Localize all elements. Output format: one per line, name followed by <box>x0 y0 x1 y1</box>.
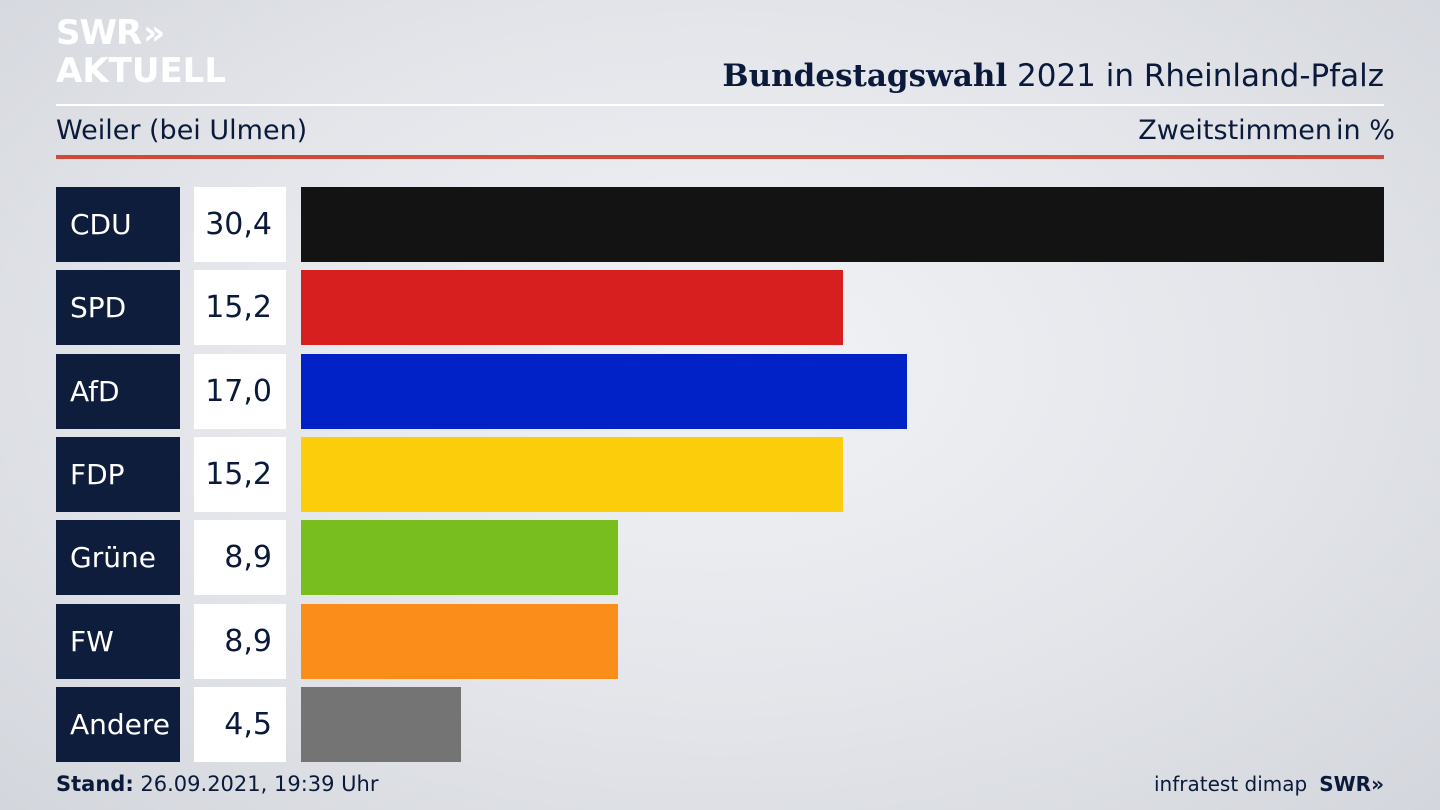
logo-chevron-icon: » <box>143 13 165 53</box>
bar <box>301 437 843 512</box>
swr-aktuell-logo: SWR» AKTUELL <box>56 16 226 88</box>
source-credit: infratest dimap SWR» <box>1154 772 1384 796</box>
party-label: FW <box>56 604 180 679</box>
header-divider <box>56 104 1384 106</box>
bar <box>301 520 618 595</box>
red-divider <box>56 155 1384 159</box>
bar <box>301 187 1384 262</box>
value-label: 15,2 <box>194 270 286 345</box>
value-label: 8,9 <box>194 604 286 679</box>
title-bold: Bundestagswahl <box>722 58 1008 94</box>
party-label: CDU <box>56 187 180 262</box>
value-label: 15,2 <box>194 437 286 512</box>
value-label: 17,0 <box>194 354 286 429</box>
title-rest: 2021 in Rheinland-Pfalz <box>1007 58 1384 94</box>
party-label: SPD <box>56 270 180 345</box>
timestamp: Stand: 26.09.2021, 19:39 Uhr <box>56 772 379 796</box>
party-label: AfD <box>56 354 180 429</box>
stand-label: Stand: <box>56 772 134 796</box>
page-title: Bundestagswahl 2021 in Rheinland-Pfalz <box>722 58 1384 94</box>
metric-label: Zweitstimmen <box>1138 115 1332 146</box>
swr-small-logo: SWR» <box>1319 772 1384 796</box>
logo-aktuell: AKTUELL <box>56 51 227 91</box>
bar <box>301 270 843 345</box>
party-label: FDP <box>56 437 180 512</box>
logo-swr: SWR <box>56 13 142 53</box>
value-label: 30,4 <box>194 187 286 262</box>
party-label: Andere <box>56 687 180 762</box>
party-label: Grüne <box>56 520 180 595</box>
bar <box>301 604 618 679</box>
value-label: 8,9 <box>194 520 286 595</box>
source-label: infratest dimap <box>1154 772 1308 796</box>
bar <box>301 354 907 429</box>
place-name: Weiler (bei Ulmen) <box>56 115 308 146</box>
value-label: 4,5 <box>194 687 286 762</box>
bar <box>301 687 461 762</box>
unit-label: in % <box>1336 115 1395 146</box>
stand-value: 26.09.2021, 19:39 Uhr <box>133 772 379 796</box>
